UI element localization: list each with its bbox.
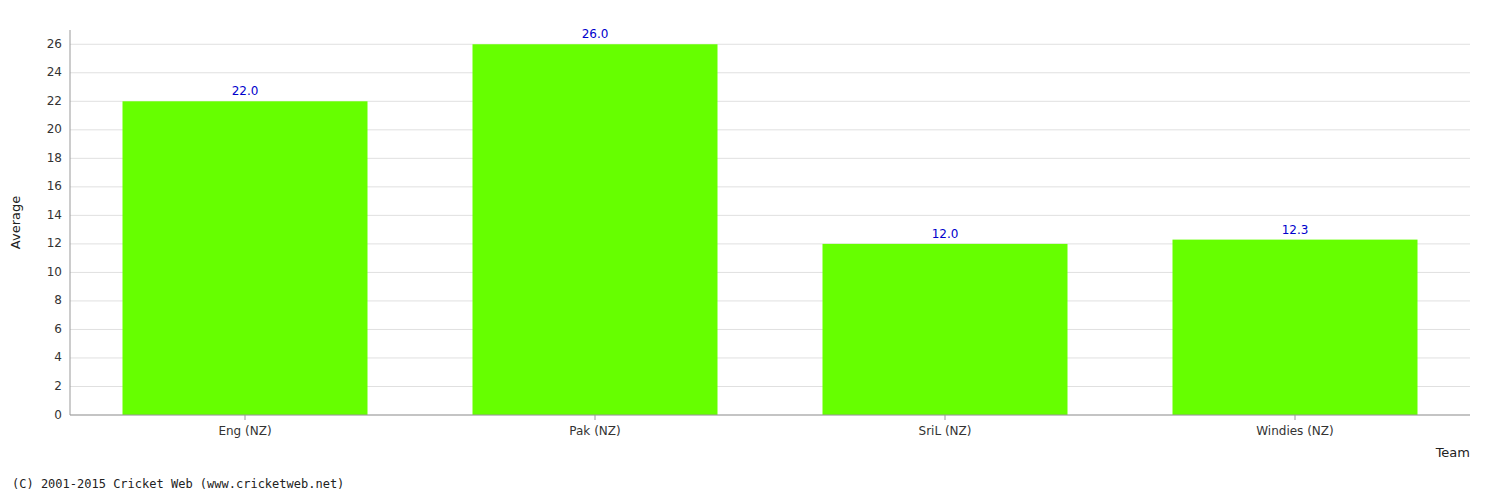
x-tick <box>1295 415 1296 420</box>
y-tick-label: 22 <box>47 94 62 108</box>
bar <box>123 101 368 415</box>
data-label: 26.0 <box>582 27 609 41</box>
footer: (C) 2001-2015 Cricket Web (www.cricketwe… <box>12 477 344 491</box>
x-tick <box>245 415 246 420</box>
grid <box>70 44 1470 415</box>
y-tick-label: 2 <box>54 379 62 393</box>
y-tick-label: 26 <box>47 37 62 51</box>
y-tick-label: 16 <box>47 179 62 193</box>
x-tick <box>595 415 596 420</box>
y-tick-label: 6 <box>54 322 62 336</box>
grid-line <box>70 44 1470 45</box>
grid-line <box>70 415 1470 416</box>
y-tick-label: 12 <box>47 236 62 250</box>
y-tick-label: 14 <box>47 208 62 222</box>
x-tick-label: Eng (NZ) <box>218 424 271 438</box>
x-tick-label: SriL (NZ) <box>919 424 972 438</box>
grid-line <box>70 72 1470 73</box>
y-tick-label: 8 <box>54 293 62 307</box>
x-tick-label: Windies (NZ) <box>1256 424 1334 438</box>
x-axis-line <box>70 415 1470 416</box>
bar <box>823 244 1068 415</box>
data-label: 12.0 <box>932 227 959 241</box>
y-tick-label: 0 <box>54 408 62 422</box>
y-axis-line <box>70 30 71 415</box>
bars <box>123 44 1418 415</box>
x-tick-label: Pak (NZ) <box>569 424 620 438</box>
bar <box>1173 240 1418 415</box>
bar <box>473 44 718 415</box>
y-tick-label: 4 <box>54 350 62 364</box>
x-axis-label: Team <box>1435 445 1470 460</box>
y-tick-label: 10 <box>47 265 62 279</box>
data-label: 12.3 <box>1282 223 1309 237</box>
y-tick-label: 20 <box>47 122 62 136</box>
y-axis-label: Average <box>8 196 23 249</box>
data-label: 22.0 <box>232 84 259 98</box>
y-tick-label: 24 <box>47 65 62 79</box>
x-tick <box>945 415 946 420</box>
y-tick-label: 18 <box>47 151 62 165</box>
chart: 0246810121416182022242622.026.012.012.3E… <box>0 0 1500 500</box>
